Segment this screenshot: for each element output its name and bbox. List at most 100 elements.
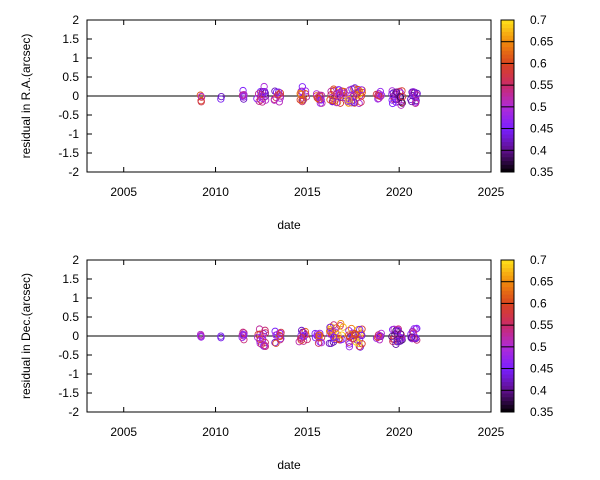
colorbar-tick-label: 0.45 <box>530 122 554 136</box>
colorbar-band <box>501 149 514 154</box>
data-point <box>315 331 324 339</box>
colorbar-band <box>501 351 514 356</box>
data-point <box>329 333 338 341</box>
x-tick-label: 2005 <box>110 425 137 439</box>
data-point <box>345 343 354 351</box>
colorbar-band <box>501 153 514 158</box>
colorbar-band <box>501 381 514 386</box>
data-point <box>326 96 334 104</box>
y-tick-label: 2 <box>72 13 79 27</box>
colorbar-band <box>501 396 514 402</box>
colorbar-band <box>501 69 514 74</box>
data-point <box>334 331 342 339</box>
colorbar-band <box>501 80 514 86</box>
colorbar-band <box>501 362 514 367</box>
data-point <box>270 96 279 104</box>
data-point <box>197 92 205 101</box>
colorbar-band <box>501 27 514 32</box>
data-point <box>298 83 307 91</box>
colorbar-band <box>501 65 514 70</box>
data-point <box>315 334 323 342</box>
data-point <box>217 334 225 342</box>
colorbar-tick-label: 0.55 <box>530 318 554 332</box>
data-point <box>375 331 384 340</box>
data-point <box>276 332 284 340</box>
data-point <box>316 338 324 346</box>
data-point <box>240 95 248 103</box>
colorbar-band <box>501 389 514 394</box>
colorbar-band <box>501 130 514 135</box>
data-point <box>374 331 383 339</box>
colorbar-band <box>501 137 514 143</box>
x-tick-label: 2010 <box>202 185 229 199</box>
data-point <box>392 88 401 96</box>
colorbar-band <box>501 54 514 59</box>
y-tick-label: 1.5 <box>62 272 79 286</box>
colorbar: 0.7 0.65 0.6 0.55 0.5 0.45 0.4 0.35 <box>500 13 554 179</box>
data-point <box>336 89 344 97</box>
colorbar-band <box>501 111 514 116</box>
data-point <box>272 339 280 347</box>
data-point <box>197 332 205 340</box>
data-point <box>398 92 407 101</box>
colorbar-band <box>501 393 514 398</box>
colorbar-band <box>501 46 514 51</box>
dec-residual-panel: 2 1.5 1 0.5 0 -0.5 -1 -1.5 -2 2005 2010 2015 2020 202… <box>19 253 554 472</box>
y-tick-label: 2 <box>72 253 79 267</box>
colorbar-tick-label: 0.4 <box>530 143 547 157</box>
y-tick-label: -1 <box>68 127 79 141</box>
data-point <box>197 98 205 106</box>
colorbar-band <box>501 271 514 276</box>
colorbar-band <box>501 263 514 269</box>
colorbar-band <box>501 282 514 288</box>
colorbar-band <box>501 168 514 173</box>
colorbar-band <box>501 77 514 82</box>
y-tick-label: -1 <box>68 367 79 381</box>
colorbar-band <box>501 99 514 105</box>
colorbar-band <box>501 309 514 314</box>
data-point <box>326 327 334 335</box>
colorbar-tick-label: 0.55 <box>530 78 554 92</box>
data-point <box>357 86 366 94</box>
data-point <box>301 327 310 336</box>
colorbar-tick-label: 0.65 <box>530 35 554 49</box>
data-point <box>317 96 325 104</box>
data-point <box>376 87 385 96</box>
scatter-points <box>196 319 421 351</box>
x-tick-label: 2005 <box>110 185 137 199</box>
colorbar-band <box>501 275 514 280</box>
colorbar-band <box>501 339 514 345</box>
data-point <box>388 87 396 95</box>
colorbar-band <box>501 42 514 48</box>
scatter-points <box>196 82 421 109</box>
x-tick-label: 2025 <box>478 425 505 439</box>
y-tick-label: -1.5 <box>58 386 79 400</box>
colorbar-tick-label: 0.5 <box>530 100 547 114</box>
data-point <box>314 339 323 347</box>
colorbar-band <box>501 347 514 352</box>
data-point <box>240 93 248 101</box>
colorbar-band <box>501 404 514 409</box>
data-point <box>318 99 326 107</box>
colorbar-band <box>501 96 514 101</box>
x-tick-label: 2020 <box>386 425 413 439</box>
colorbar-band <box>501 286 514 291</box>
colorbar-band <box>501 301 514 307</box>
colorbar-band <box>501 358 514 364</box>
colorbar-band <box>501 58 514 63</box>
x-tick-label: 2010 <box>202 425 229 439</box>
data-point <box>355 99 363 107</box>
colorbar-band <box>501 115 514 120</box>
y-tick-label: 0 <box>72 329 79 343</box>
colorbar-band <box>501 370 514 375</box>
colorbar-tick-label: 0.4 <box>530 383 547 397</box>
data-point <box>348 93 357 101</box>
data-point <box>295 338 303 346</box>
colorbar-band <box>501 374 514 379</box>
data-point <box>347 324 356 333</box>
data-point <box>349 335 357 343</box>
colorbar-tick-label: 0.5 <box>530 340 547 354</box>
data-point <box>374 91 382 99</box>
data-point <box>388 99 397 108</box>
